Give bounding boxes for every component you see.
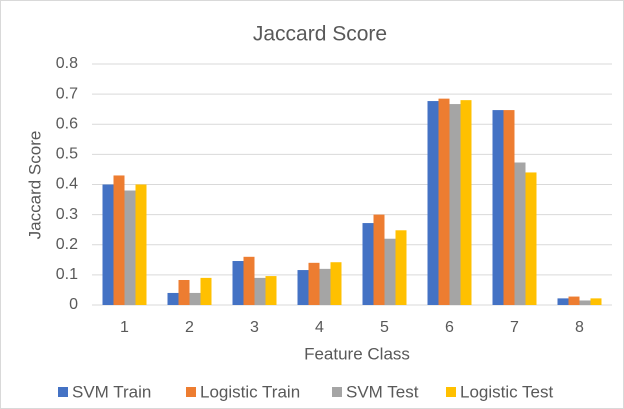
bar: [232, 261, 244, 305]
bar: [579, 300, 591, 305]
bar: [265, 276, 277, 305]
bar: [200, 277, 212, 305]
bar: [525, 172, 537, 305]
x-tick-label: 7: [510, 319, 519, 336]
y-tick-label: 0.4: [56, 176, 78, 193]
bar: [319, 268, 331, 305]
bar: [395, 230, 407, 305]
bar: [373, 214, 385, 305]
bar: [449, 104, 461, 305]
bar: [557, 298, 569, 305]
bar: [384, 238, 396, 305]
bar: [438, 98, 450, 305]
chart-title: Jaccard Score: [253, 23, 387, 46]
bar: [135, 184, 147, 305]
x-tick-label: 8: [575, 319, 584, 336]
bar: [492, 110, 504, 305]
y-tick-label: 0.6: [56, 115, 78, 132]
y-axis-label: Jaccard Score: [25, 131, 44, 240]
legend-label: SVM Test: [346, 382, 419, 401]
bar: [460, 100, 472, 306]
legend-swatch: [58, 387, 68, 397]
y-tick-label: 0.5: [56, 146, 78, 163]
legend-label: Logistic Test: [460, 382, 554, 401]
y-tick-label: 0.8: [56, 55, 78, 72]
bar: [243, 256, 255, 305]
bar: [178, 279, 190, 305]
x-tick-label: 3: [250, 319, 259, 336]
x-tick-label: 5: [380, 319, 389, 336]
legend-label: SVM Train: [72, 382, 151, 401]
bar: [590, 298, 602, 305]
bar: [503, 110, 515, 305]
y-tick-label: 0: [69, 296, 78, 313]
legend-label: Logistic Train: [200, 382, 300, 401]
legend-swatch: [332, 387, 342, 397]
bar: [297, 270, 309, 305]
bar: [362, 223, 374, 305]
bar: [102, 184, 114, 305]
bar: [568, 296, 580, 305]
x-tick-label: 4: [315, 319, 324, 336]
y-tick-label: 0.3: [56, 206, 78, 223]
bar: [189, 292, 201, 305]
bar: [167, 292, 179, 305]
legend-swatch: [446, 387, 456, 397]
bar: [514, 162, 526, 305]
y-tick-label: 0.7: [56, 85, 78, 102]
y-tick-label: 0.2: [56, 236, 78, 253]
bar: [427, 101, 439, 306]
bar: [308, 262, 320, 305]
bar: [124, 190, 136, 305]
bar: [254, 277, 266, 305]
legend-swatch: [186, 387, 196, 397]
x-tick-label: 6: [445, 319, 454, 336]
y-tick-label: 0.1: [56, 266, 78, 283]
x-tick-label: 2: [185, 319, 194, 336]
x-tick-label: 1: [120, 319, 129, 336]
x-axis-label: Feature Class: [304, 344, 410, 363]
bar: [330, 262, 342, 305]
bar: [113, 175, 125, 305]
